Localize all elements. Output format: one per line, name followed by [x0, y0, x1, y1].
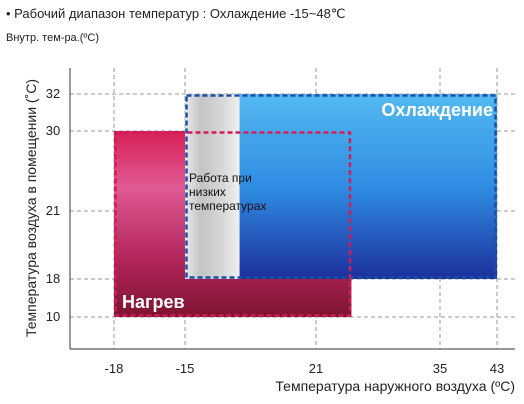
- x-tick-label: -15: [176, 361, 195, 376]
- y-axis-label: Температура воздуха в помещении (˚C): [23, 79, 39, 337]
- low-temp-region-label-line: низких: [189, 185, 226, 199]
- cooling-region-outline: [185, 94, 497, 279]
- indoor-temp-short-label: Внутр. тем-ра.(ºC): [6, 32, 100, 44]
- low-temp-region: [185, 94, 240, 279]
- x-tick-label: 35: [433, 361, 447, 376]
- y-tick-label: 30: [46, 123, 60, 138]
- x-axis-label: Температура наружного воздуха (ºC): [275, 378, 515, 394]
- chart-title: • Рабочий диапазон температур : Охлажден…: [6, 6, 346, 21]
- low-temp-region-label: Работа при низких температурах: [189, 171, 266, 213]
- y-tick-label: 18: [46, 271, 60, 286]
- y-tick-label: 32: [46, 86, 60, 101]
- x-tick-label: 43: [490, 361, 504, 376]
- low-temp-region-label-line: Работа при: [189, 171, 252, 185]
- heating-region-label: Нагрев: [122, 292, 185, 312]
- x-tick-label: 21: [309, 361, 323, 376]
- cooling-region-label: Охлаждение: [381, 100, 493, 120]
- low-temp-region-label-line: температурах: [189, 199, 266, 213]
- x-tick-label: -18: [105, 361, 124, 376]
- y-tick-label: 21: [46, 203, 60, 218]
- y-tick-label: 10: [46, 309, 60, 324]
